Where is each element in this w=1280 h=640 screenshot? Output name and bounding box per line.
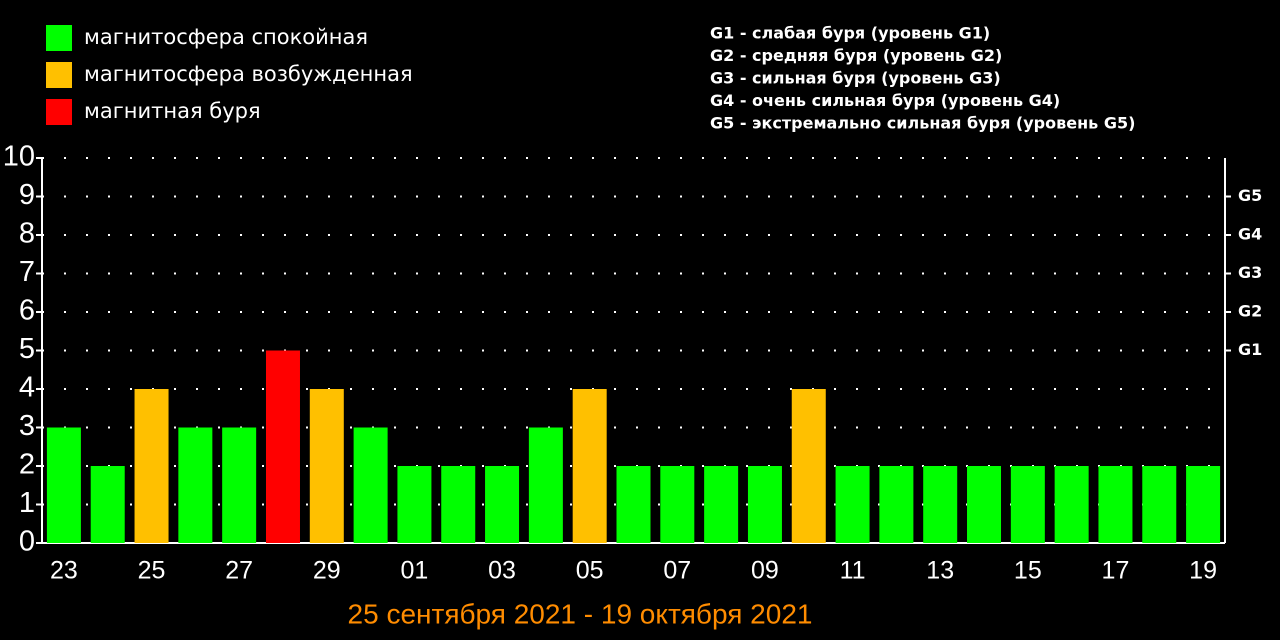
bar xyxy=(134,389,169,543)
chart-subtitle: 25 сентября 2021 - 19 октября 2021 xyxy=(348,598,813,629)
bar xyxy=(879,466,914,543)
legend-swatch xyxy=(46,62,72,88)
y-tick-label: 9 xyxy=(19,179,35,211)
bar xyxy=(178,427,213,543)
bar xyxy=(397,466,432,543)
legend-label: магнитосфера спокойная xyxy=(84,25,368,49)
x-tick-label: 11 xyxy=(840,557,866,585)
x-tick-label: 13 xyxy=(926,557,954,585)
note: G5 - экстремально сильная буря (уровень … xyxy=(710,114,1135,133)
x-tick-label: 03 xyxy=(488,557,516,585)
x-tick-label: 17 xyxy=(1102,557,1130,585)
note: G3 - сильная буря (уровень G3) xyxy=(710,69,1001,88)
y-tick-label: 7 xyxy=(19,256,35,288)
bar xyxy=(485,466,520,543)
legend-label: магнитная буря xyxy=(84,99,261,123)
y2-tick-label: G5 xyxy=(1238,186,1262,205)
bar xyxy=(46,427,81,543)
x-tick-label: 23 xyxy=(50,557,78,585)
bar xyxy=(90,466,125,543)
bar xyxy=(967,466,1002,543)
bar xyxy=(265,350,300,543)
y2-tick-label: G1 xyxy=(1238,340,1262,359)
bar xyxy=(309,389,344,543)
x-tick-label: 25 xyxy=(138,557,166,585)
x-tick-label: 01 xyxy=(401,557,429,585)
note: G4 - очень сильная буря (уровень G4) xyxy=(710,91,1060,110)
x-tick-label: 07 xyxy=(663,557,691,585)
y-tick-label: 6 xyxy=(19,295,35,327)
bar xyxy=(616,466,651,543)
y-tick-label: 4 xyxy=(19,372,35,404)
bar xyxy=(1010,466,1045,543)
y-tick-label: 10 xyxy=(3,141,35,173)
bar xyxy=(660,466,695,543)
bar xyxy=(528,427,563,543)
note: G1 - слабая буря (уровень G1) xyxy=(710,24,990,43)
x-tick-label: 29 xyxy=(313,557,341,585)
x-tick-label: 15 xyxy=(1014,557,1042,585)
bar xyxy=(222,427,257,543)
note: G2 - средняя буря (уровень G2) xyxy=(710,46,1002,65)
bar xyxy=(1098,466,1133,543)
bar xyxy=(835,466,870,543)
bar xyxy=(791,389,826,543)
legend-swatch xyxy=(46,99,72,125)
y2-tick-label: G2 xyxy=(1238,302,1262,321)
bar xyxy=(923,466,958,543)
bar xyxy=(1054,466,1089,543)
y-tick-label: 0 xyxy=(19,526,35,558)
bar xyxy=(704,466,739,543)
bar xyxy=(572,389,607,543)
legend-swatch xyxy=(46,25,72,51)
bar xyxy=(353,427,388,543)
y2-tick-label: G3 xyxy=(1238,263,1262,282)
bar xyxy=(441,466,476,543)
y-tick-label: 3 xyxy=(19,410,35,442)
y-tick-label: 2 xyxy=(19,449,35,481)
bar xyxy=(1186,466,1221,543)
y-tick-label: 1 xyxy=(19,487,35,519)
bar xyxy=(1142,466,1177,543)
y-tick-label: 5 xyxy=(19,333,35,365)
x-tick-label: 27 xyxy=(225,557,253,585)
x-tick-label: 05 xyxy=(576,557,604,585)
y2-tick-label: G4 xyxy=(1238,225,1262,244)
x-tick-label: 09 xyxy=(751,557,779,585)
y-tick-label: 8 xyxy=(19,218,35,250)
x-tick-label: 19 xyxy=(1189,557,1217,585)
legend-label: магнитосфера возбужденная xyxy=(84,62,413,86)
bar xyxy=(747,466,782,543)
